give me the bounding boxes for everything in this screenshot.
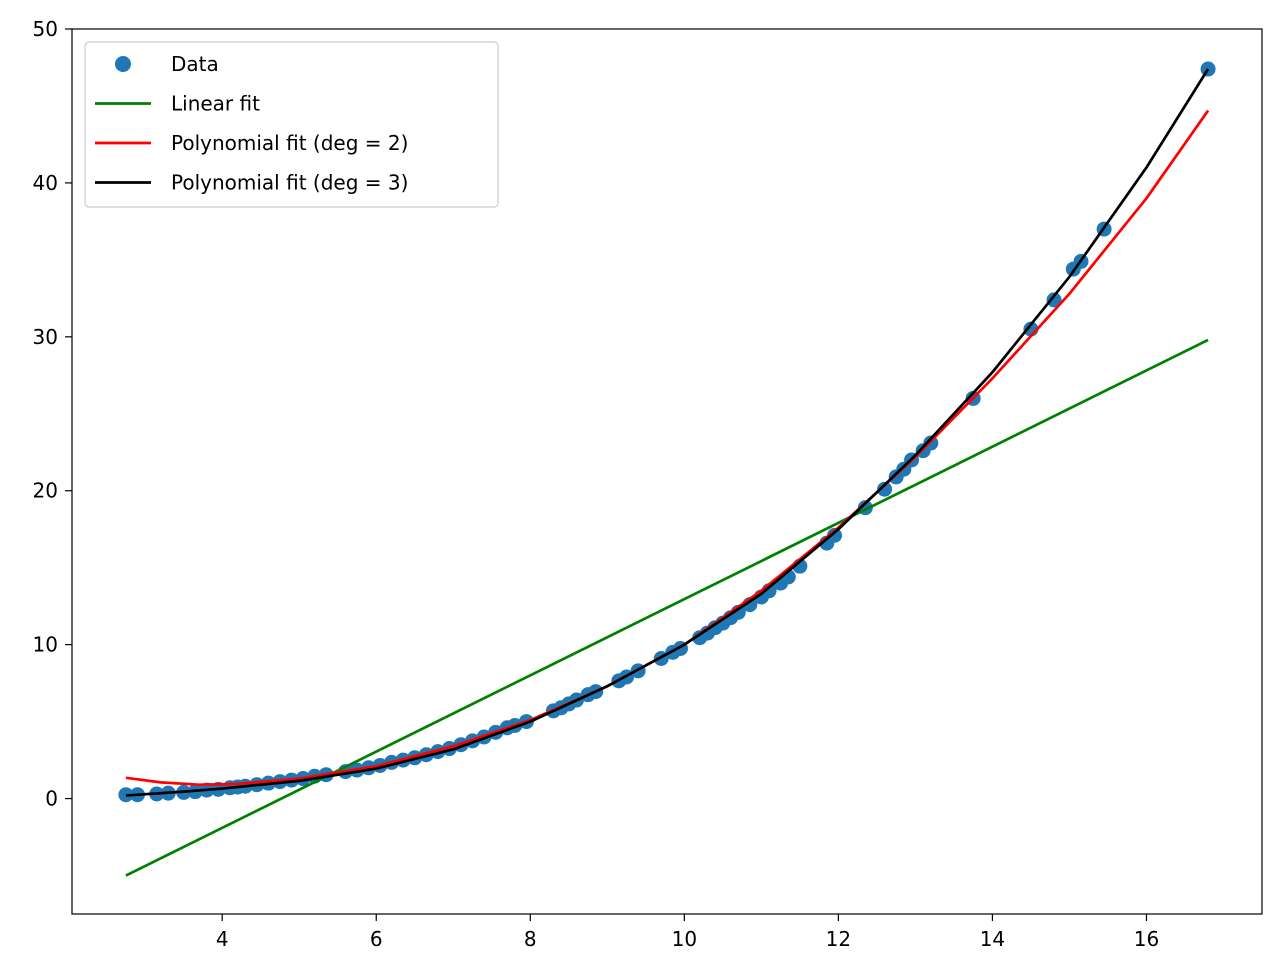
y-tick-label: 0 [45,787,58,811]
data-point [827,527,843,543]
x-tick-label: 16 [1134,927,1159,951]
legend-box [84,41,499,208]
y-tick-label: 50 [33,17,58,41]
legend-marker-data [115,56,131,72]
x-tick-label: 14 [980,927,1005,951]
x-tick-label: 12 [826,927,851,951]
y-tick-label: 20 [33,479,58,503]
linear-fit-line [125,338,1209,877]
x-tick-label: 10 [672,927,697,951]
data-point [877,481,893,497]
polynomial-fit-deg-3-line [125,68,1210,797]
legend: Data Linear fit Polynomial fit (deg = 2) Po… [84,41,499,208]
y-tick-label: 40 [33,171,58,195]
legend-label-linear-fit: Linear fit [171,92,260,116]
legend-label-polynomial-fit-deg-2: Polynomial fit (deg = 2) [171,131,408,155]
axes-frame [71,28,1263,915]
legend-label-data: Data [171,52,219,76]
x-tick-label: 6 [370,927,383,951]
legend-items: Data Linear fit Polynomial fit (deg = 2) Po… [95,52,408,195]
y-tick-label: 30 [33,325,58,349]
ticks-layer: 4 6 8 10 12 14 16 0 10 20 30 40 50 [33,17,1160,951]
x-tick-label: 8 [524,927,537,951]
data-point [1046,292,1062,308]
polynomial-fit-deg-2-line [125,109,1210,787]
legend-label-polynomial-fit-deg-3: Polynomial fit (deg = 3) [171,171,408,195]
y-tick-label: 10 [33,633,58,657]
x-tick-label: 4 [216,927,229,951]
plot-layer [118,61,1216,877]
